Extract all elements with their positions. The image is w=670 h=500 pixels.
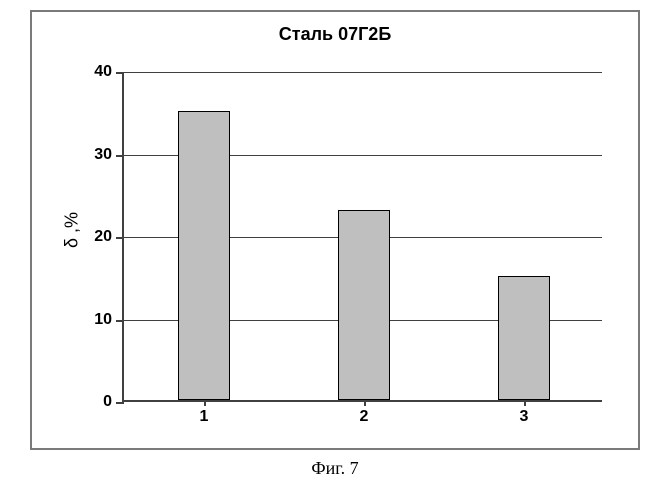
x-tick-label: 1 [200, 408, 209, 426]
figure-caption: Фиг. 7 [0, 458, 670, 479]
bar [338, 210, 391, 400]
y-tick [116, 320, 124, 322]
chart-frame: Сталь 07Г2Б δ ,% 010203040123 [30, 10, 640, 450]
grid-line [124, 72, 602, 73]
y-tick [116, 237, 124, 239]
x-tick-label: 2 [360, 408, 369, 426]
plot-area: 010203040123 [122, 72, 602, 402]
page: Сталь 07Г2Б δ ,% 010203040123 Фиг. 7 [0, 0, 670, 500]
bar [498, 276, 551, 400]
bar [178, 111, 231, 400]
plot-wrap: 010203040123 [122, 72, 602, 402]
y-tick-label: 30 [94, 146, 112, 164]
y-tick [116, 72, 124, 74]
x-tick [204, 400, 206, 406]
y-tick-label: 0 [103, 393, 112, 411]
y-tick-label: 10 [94, 311, 112, 329]
chart-title: Сталь 07Г2Б [32, 24, 638, 45]
x-tick-label: 3 [520, 408, 529, 426]
y-axis-label: δ ,% [62, 212, 83, 248]
y-tick-label: 20 [94, 228, 112, 246]
x-tick [524, 400, 526, 406]
x-tick [364, 400, 366, 406]
y-tick [116, 155, 124, 157]
y-tick [116, 402, 124, 404]
y-tick-label: 40 [94, 63, 112, 81]
